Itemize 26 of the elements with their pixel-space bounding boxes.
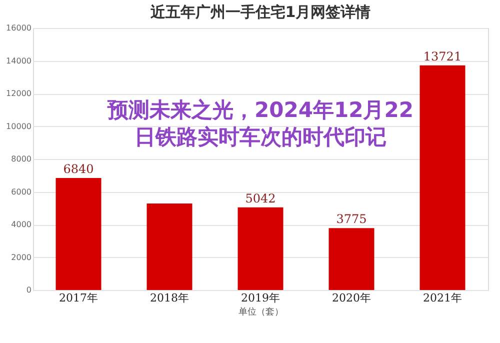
y-tick-label: 14000: [6, 56, 32, 66]
x-tick-label: 2020年: [332, 292, 371, 304]
x-tick-label: 2021年: [423, 292, 462, 304]
y-tick-label: 12000: [6, 89, 32, 98]
data-label: 13721: [423, 49, 462, 64]
x-tick-label: 2019年: [241, 292, 280, 304]
y-tick-label: 0: [26, 286, 32, 294]
bar: [56, 178, 102, 290]
data-label: 6840: [63, 162, 94, 176]
y-tick-label: 4000: [11, 220, 32, 229]
x-tick-label: 2018年: [150, 292, 189, 304]
y-tick-label: 16000: [6, 24, 32, 32]
y-tick-label: 6000: [11, 187, 32, 196]
bar: [420, 65, 466, 290]
y-tick-label: 10000: [6, 122, 32, 131]
x-axis-title: 单位（套）: [238, 306, 284, 318]
x-tick-label: 2017年: [59, 292, 98, 304]
y-tick-label: 8000: [11, 154, 32, 164]
annotation: 预测未来之光，2024年12月22日铁路实时车次的时代印记: [106, 98, 414, 149]
chart-title: 近五年广州一手住宅1月网签详情: [149, 3, 371, 21]
data-label: 3775: [336, 212, 367, 226]
bar: [328, 228, 374, 290]
data-label: 5042: [245, 191, 276, 206]
bar: [146, 204, 192, 290]
bar: [238, 207, 284, 290]
y-tick-label: 2000: [11, 252, 32, 262]
